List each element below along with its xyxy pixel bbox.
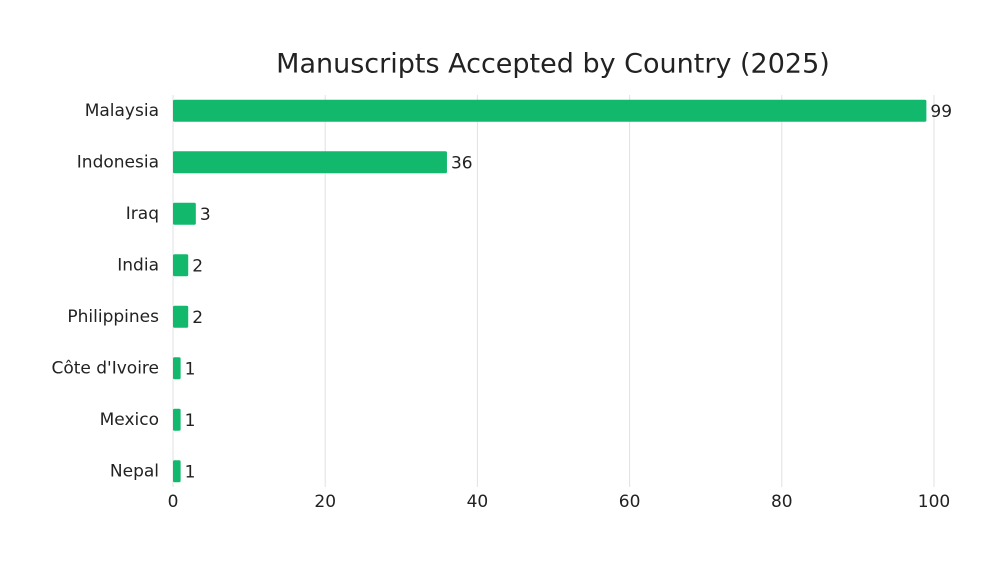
y-tick-label: Côte d'Ivoire (51, 358, 159, 378)
data-label: 99 (930, 102, 952, 122)
y-tick-label: Nepal (110, 461, 159, 481)
x-tick-label: 40 (467, 492, 489, 512)
y-tick-label: India (117, 255, 159, 275)
data-label: 1 (185, 462, 196, 482)
bar (173, 99, 927, 122)
data-label: 1 (185, 411, 196, 431)
y-tick-label: Indonesia (77, 152, 159, 172)
x-tick-label: 100 (918, 492, 950, 512)
bar (173, 254, 189, 277)
chart-title: Manuscripts Accepted by Country (2025) (276, 49, 830, 80)
bar (173, 357, 181, 380)
bar (173, 460, 181, 483)
data-label: 1 (185, 359, 196, 379)
y-tick-label: Malaysia (85, 101, 159, 121)
data-label: 3 (200, 205, 211, 225)
x-tick-label: 60 (619, 492, 641, 512)
y-tick-label: Philippines (67, 307, 159, 327)
data-label: 2 (192, 308, 203, 328)
x-tick-label: 80 (771, 492, 793, 512)
bar (173, 151, 447, 174)
data-label: 2 (192, 256, 203, 276)
y-tick-label: Mexico (100, 410, 159, 430)
x-tick-label: 0 (168, 492, 179, 512)
x-tick-label: 20 (314, 492, 336, 512)
data-label: 36 (451, 153, 473, 173)
bar (173, 305, 189, 328)
bar (173, 408, 181, 431)
y-tick-label: Iraq (126, 204, 159, 224)
bar (173, 202, 196, 225)
